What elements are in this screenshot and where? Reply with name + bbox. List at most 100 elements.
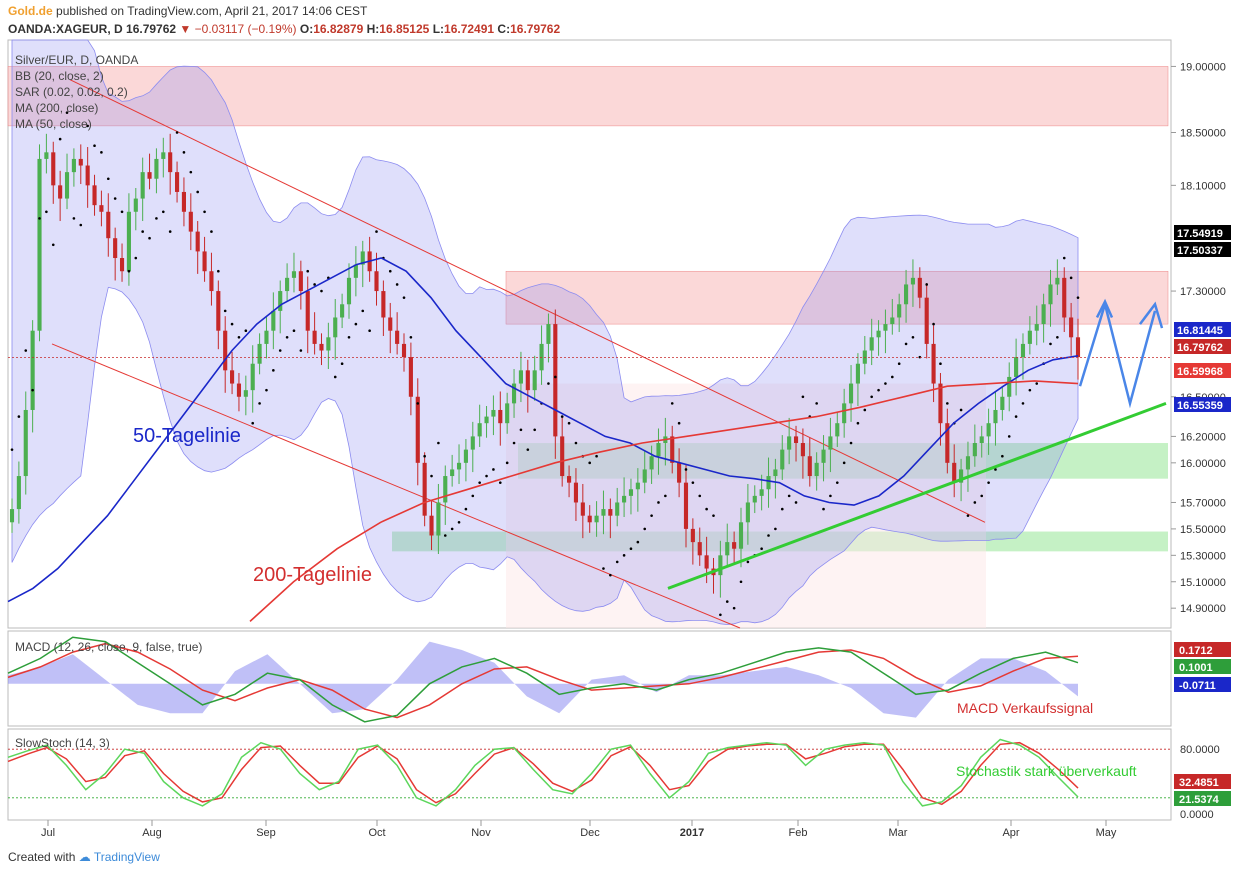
bollinger-band xyxy=(11,39,1079,626)
sar-dot xyxy=(739,580,743,584)
ma50-annotation: 50-Tagelinie xyxy=(133,425,241,447)
macd-title: MACD (12, 26, close, 9, false, true) xyxy=(15,640,202,654)
candle-body xyxy=(725,542,730,556)
candle-body xyxy=(745,502,750,523)
price-label: 16.59968 xyxy=(1177,366,1223,378)
sar-dot xyxy=(705,507,708,511)
sar-dot xyxy=(244,329,248,332)
sar-dot xyxy=(162,210,165,214)
stoch-value-box xyxy=(1174,774,1231,789)
sar-dot xyxy=(780,507,784,511)
sar-dot xyxy=(203,210,206,214)
candle-body xyxy=(869,337,874,351)
y-tick-label: 18.10000 xyxy=(1180,180,1226,192)
candle-body xyxy=(278,291,283,311)
sar-dot xyxy=(285,336,289,339)
x-tick-label: May xyxy=(1096,827,1117,839)
candle-body xyxy=(1075,337,1081,358)
sar-dot xyxy=(134,256,138,260)
candle-body xyxy=(353,264,358,278)
sar-dot xyxy=(457,520,461,524)
candle-body xyxy=(1041,304,1046,325)
candle-body xyxy=(1027,330,1032,344)
macd-value: 0.1001 xyxy=(1179,662,1213,674)
sar-dot xyxy=(980,494,984,498)
candle-body xyxy=(622,495,627,503)
candle-body xyxy=(821,449,826,463)
candle-body xyxy=(807,456,812,477)
y-tick-label: 14.90000 xyxy=(1180,603,1226,615)
candle-body xyxy=(429,515,434,536)
tradingview-link[interactable]: TradingView xyxy=(93,850,160,864)
sar-dot xyxy=(822,507,825,511)
sar-dot xyxy=(223,309,227,313)
candle-body xyxy=(608,509,613,516)
sar-dot xyxy=(347,336,351,339)
candle-body xyxy=(649,456,654,470)
sar-dot xyxy=(505,461,509,465)
sar-dot xyxy=(664,494,667,498)
candle-body xyxy=(793,436,799,444)
candle-body xyxy=(71,158,76,173)
price-label-box xyxy=(1174,339,1231,354)
high-value: 16.85125 xyxy=(379,22,430,36)
y-tick-label: 18.50000 xyxy=(1180,127,1226,139)
candle-body xyxy=(147,172,152,179)
sar-dot xyxy=(498,481,502,484)
candle-body xyxy=(615,502,620,516)
sar-dot xyxy=(471,494,475,498)
candle-body xyxy=(23,409,28,477)
candle-body xyxy=(945,423,950,463)
sar-dot xyxy=(547,382,550,385)
sar-dot xyxy=(416,402,420,405)
sar-dot xyxy=(340,362,344,366)
sar-dot xyxy=(251,421,255,425)
candle-body xyxy=(381,291,386,318)
sar-dot xyxy=(856,421,860,425)
price-label: 16.55359 xyxy=(1177,400,1223,412)
sar-dot xyxy=(760,547,763,551)
candle-body xyxy=(305,291,310,331)
candle-body xyxy=(628,489,634,496)
candle-body xyxy=(271,310,276,331)
candle-body xyxy=(952,462,957,483)
candle-body xyxy=(986,423,991,437)
candle-body xyxy=(931,343,936,384)
stoch-value-box xyxy=(1174,791,1231,806)
y-tick-label: 17.30000 xyxy=(1180,286,1226,298)
sar-dot xyxy=(100,151,103,154)
candle-body xyxy=(525,370,530,391)
candle-body xyxy=(236,383,242,397)
sar-dot xyxy=(519,428,523,432)
candle-body xyxy=(92,185,97,206)
stoch-title: SlowStoch (14, 3) xyxy=(15,736,110,750)
candle-body xyxy=(690,528,695,543)
sar-dot xyxy=(38,217,41,220)
y-tick-label: 19.00000 xyxy=(1180,61,1226,73)
sar-dot xyxy=(560,415,564,418)
sar-dot xyxy=(615,560,619,564)
sar-dot xyxy=(333,375,337,379)
stoch-k-line xyxy=(7,738,1079,807)
candle-body xyxy=(1020,343,1026,358)
sar-dot xyxy=(492,468,495,471)
y-tick-label: 16.00000 xyxy=(1180,458,1226,470)
candle-body xyxy=(587,515,592,523)
forecast-arrow-path xyxy=(1078,299,1157,409)
sar-dot xyxy=(835,481,839,484)
ma200-annotation: 200-Tagelinie xyxy=(253,564,372,586)
sar-dot xyxy=(402,296,406,299)
candle-body xyxy=(972,443,977,457)
sar-dot xyxy=(911,336,915,339)
sar-dot xyxy=(677,421,681,425)
candle-body xyxy=(126,211,131,272)
candle-body xyxy=(195,231,200,252)
x-tick-label: Mar xyxy=(889,827,908,839)
price-label-box xyxy=(1174,397,1231,412)
candle-body xyxy=(1069,317,1074,338)
candle-body xyxy=(718,555,723,576)
sar-dot xyxy=(51,243,55,247)
brand-logo[interactable]: Gold.de xyxy=(8,4,53,18)
sar-dot xyxy=(939,362,942,366)
